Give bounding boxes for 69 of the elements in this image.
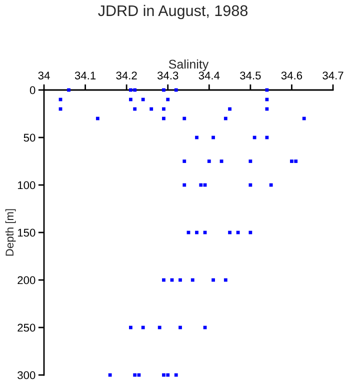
point bbox=[228, 230, 232, 234]
x-tick-label: 34.1 bbox=[74, 72, 96, 80]
point bbox=[265, 136, 269, 140]
point bbox=[96, 116, 100, 120]
x-tick-label: 34.6 bbox=[281, 72, 302, 80]
point bbox=[166, 373, 170, 377]
x-tick-label: 34.7 bbox=[322, 72, 344, 80]
point bbox=[174, 88, 178, 92]
point bbox=[141, 98, 145, 102]
point bbox=[166, 98, 170, 102]
y-tick-label: 250 bbox=[18, 324, 36, 332]
point bbox=[248, 160, 252, 163]
point bbox=[158, 326, 162, 330]
point bbox=[108, 373, 112, 377]
point bbox=[252, 136, 256, 140]
point bbox=[199, 183, 203, 187]
point bbox=[133, 107, 137, 111]
x-tick-label: 34.5 bbox=[240, 72, 261, 80]
point bbox=[129, 88, 132, 92]
point bbox=[178, 278, 182, 282]
point bbox=[178, 326, 182, 330]
y-tick-label: 50 bbox=[24, 134, 36, 142]
point bbox=[129, 326, 132, 330]
point bbox=[224, 278, 228, 282]
y-tick-label: 200 bbox=[18, 276, 36, 284]
x-axis-title: Salinity bbox=[168, 59, 209, 72]
point bbox=[265, 88, 269, 92]
y-tick-label: 0 bbox=[30, 86, 36, 94]
point bbox=[150, 107, 154, 111]
point bbox=[190, 278, 194, 282]
point bbox=[182, 160, 186, 163]
point bbox=[133, 88, 137, 92]
x-tick-label: 34 bbox=[38, 72, 50, 80]
point bbox=[162, 116, 166, 120]
point bbox=[265, 98, 269, 102]
point bbox=[182, 183, 186, 187]
point bbox=[174, 373, 178, 377]
y-axis-title: Depth [m] bbox=[5, 209, 16, 256]
point bbox=[195, 230, 198, 234]
point bbox=[248, 183, 252, 187]
point bbox=[265, 107, 269, 111]
point bbox=[302, 116, 306, 120]
point bbox=[294, 160, 298, 163]
point bbox=[141, 326, 145, 330]
chart-title: JDRD in August, 1988 bbox=[98, 4, 248, 20]
x-tick-label: 34.2 bbox=[116, 72, 137, 80]
y-tick-label: 100 bbox=[18, 181, 36, 190]
x-tick-label: 34.4 bbox=[198, 72, 220, 80]
point bbox=[248, 230, 252, 234]
point bbox=[220, 160, 224, 163]
point bbox=[207, 160, 211, 163]
point bbox=[129, 98, 132, 102]
point bbox=[67, 88, 70, 92]
point bbox=[269, 183, 273, 187]
y-tick-label: 300 bbox=[18, 371, 36, 380]
point bbox=[224, 116, 228, 120]
point bbox=[162, 373, 166, 377]
point bbox=[212, 136, 215, 140]
point bbox=[228, 107, 232, 111]
point bbox=[162, 88, 166, 92]
point bbox=[182, 116, 186, 120]
y-tick-label: 150 bbox=[18, 228, 36, 237]
point bbox=[133, 373, 137, 377]
x-tick-label: 34.3 bbox=[157, 72, 178, 80]
point bbox=[212, 278, 215, 282]
point bbox=[290, 160, 294, 163]
point bbox=[195, 136, 198, 140]
point bbox=[162, 278, 166, 282]
point bbox=[162, 107, 166, 111]
